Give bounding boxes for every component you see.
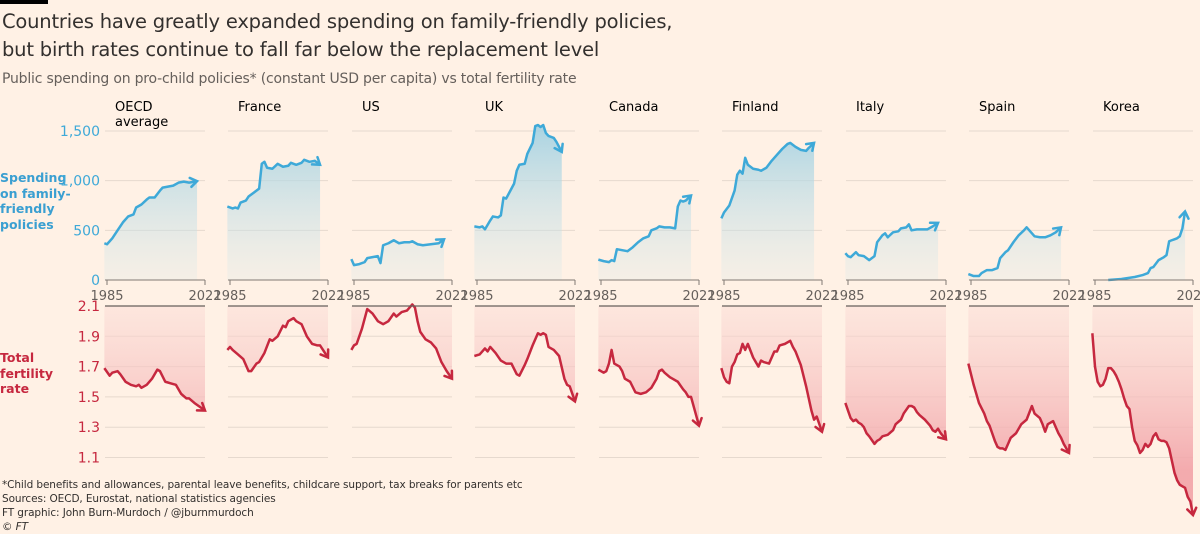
panel-title: France [238,100,281,115]
x-tick-label: 2022 [1176,289,1200,304]
spending-area [721,143,814,280]
footnote: *Child benefits and allowances, parental… [2,478,523,492]
panel-title: Korea [1103,100,1140,115]
x-tick-label: 1985 [90,289,123,304]
fertility-area [104,306,205,411]
fertility-y-tick-label: 1.7 [78,360,100,376]
copyright: © FT [2,520,523,534]
spending-y-tick-label: 500 [73,223,100,239]
spending-y-tick-label: 1,500 [60,124,100,140]
fertility-area [598,306,699,426]
panel-title: Italy [856,100,885,115]
spending-y-tick-label: 0 [91,273,100,289]
spending-area [1108,211,1185,280]
spending-area [845,223,938,280]
panel-title: US [362,100,380,115]
x-tick-label: 1985 [831,289,864,304]
panel-title: Finland [732,100,778,115]
fertility-y-tick-label: 1.9 [78,329,100,345]
chart-footer: *Child benefits and allowances, parental… [2,478,523,534]
x-tick-label: 1985 [584,289,617,304]
panel-title: Spain [979,100,1015,115]
x-tick-label: 1985 [460,289,493,304]
credit: FT graphic: John Burn-Murdoch / @jburnmu… [2,506,523,520]
x-tick-label: 1985 [1078,289,1111,304]
fertility-y-tick-label: 1.3 [78,420,100,436]
fertility-area [474,306,575,401]
spending-y-tick-label: 1,000 [60,174,100,190]
spending-area [227,160,320,280]
x-tick-label: 1985 [707,289,740,304]
sources: Sources: OECD, Eurostat, national statis… [2,492,523,506]
fertility-area [721,306,822,432]
fertility-y-tick-label: 1.1 [78,451,100,467]
x-tick-label: 1985 [337,289,370,304]
fertility-y-tick-label: 1.5 [78,390,100,406]
panel-title: Canada [609,100,658,115]
fertility-area [227,306,328,371]
panel-title: UK [485,100,504,115]
x-tick-label: 1985 [954,289,987,304]
x-tick-label: 1985 [213,289,246,304]
spending-area [474,125,561,280]
